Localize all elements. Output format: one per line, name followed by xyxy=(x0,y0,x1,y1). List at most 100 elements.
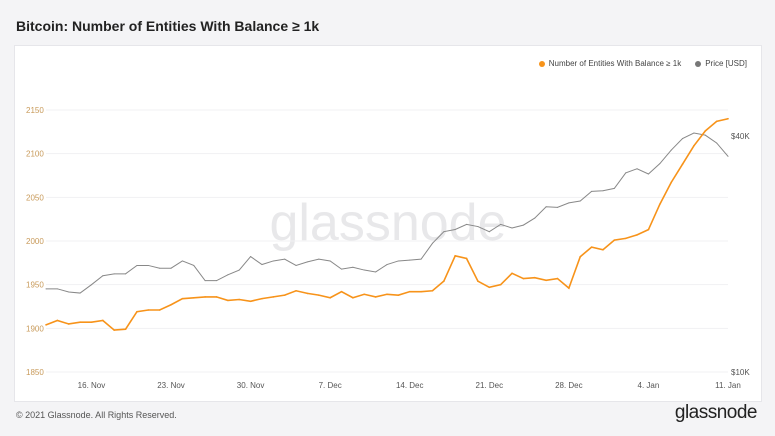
price-point xyxy=(488,231,490,233)
price-point xyxy=(68,291,70,293)
entities-point xyxy=(295,289,297,292)
entities-point xyxy=(79,321,81,324)
entities-point xyxy=(715,120,718,123)
price-point xyxy=(159,267,161,269)
price-point xyxy=(613,187,615,189)
entities-point xyxy=(454,255,457,257)
price-point xyxy=(329,260,331,262)
price-point xyxy=(363,269,365,271)
price-point xyxy=(511,227,513,229)
entities-point xyxy=(170,303,172,306)
price-point xyxy=(79,292,81,294)
price-point xyxy=(431,242,433,244)
entities-point xyxy=(386,293,388,296)
price-point xyxy=(113,273,115,275)
x-tick-label: 14. Dec xyxy=(396,381,424,390)
price-point xyxy=(568,202,570,204)
entities-point xyxy=(192,296,195,299)
y-tick-label: 2150 xyxy=(26,106,44,115)
price-point xyxy=(227,274,229,276)
x-tick-label: 11. Jan xyxy=(715,381,741,390)
entities-point xyxy=(670,181,672,184)
copyright: © 2021 Glassnode. All Rights Reserved. xyxy=(16,410,177,420)
price-point xyxy=(306,261,308,263)
price-point xyxy=(477,226,479,228)
legend-item-entities[interactable]: Number of Entities With Balance ≥ 1k xyxy=(538,59,682,68)
entities-point xyxy=(238,298,241,301)
price-point xyxy=(443,231,445,233)
price-point xyxy=(454,228,456,230)
glassnode-logo: glassnode xyxy=(674,402,758,423)
price-point xyxy=(216,280,217,282)
entities-point xyxy=(147,309,150,311)
price-point xyxy=(397,260,399,262)
y-tick-label: 2050 xyxy=(26,193,44,202)
chart-card xyxy=(14,45,762,402)
x-tick-label: 30. Nov xyxy=(237,381,265,390)
price-point xyxy=(375,271,377,273)
y-tick-label: 2000 xyxy=(26,237,44,246)
entities-point xyxy=(522,277,525,280)
price-point xyxy=(420,258,422,260)
price-point xyxy=(272,260,274,262)
price-point xyxy=(295,264,297,266)
y-right-tick-label: $10K xyxy=(731,368,750,377)
entities-point xyxy=(374,296,377,298)
price-point xyxy=(250,256,252,258)
price-point xyxy=(352,266,354,268)
price-point xyxy=(136,264,138,266)
entities-point xyxy=(545,279,547,282)
price-point xyxy=(341,268,343,270)
price-point xyxy=(727,155,729,157)
entities-point xyxy=(443,280,445,282)
entities-point xyxy=(511,272,513,275)
entities-point xyxy=(602,248,604,251)
price-point xyxy=(409,259,411,261)
entities-point xyxy=(249,300,252,303)
legend-label: Number of Entities With Balance ≥ 1k xyxy=(548,59,682,68)
entities-point xyxy=(283,294,286,296)
entities-point xyxy=(624,237,627,240)
price-point xyxy=(261,264,263,266)
price-point xyxy=(625,172,627,174)
x-tick-label: 7. Dec xyxy=(319,381,342,390)
price-point xyxy=(693,132,695,134)
price-point xyxy=(466,223,468,225)
entities-point xyxy=(306,292,309,295)
legend-label: Price [USD] xyxy=(705,59,747,68)
x-tick-label: 16. Nov xyxy=(78,381,106,390)
price-point xyxy=(602,190,604,192)
price-point xyxy=(181,260,183,262)
entities-point xyxy=(636,234,638,236)
price-point xyxy=(45,288,47,290)
price-point xyxy=(90,284,92,286)
price-point xyxy=(170,267,172,269)
entities-point xyxy=(397,294,400,296)
entities-point xyxy=(227,299,229,302)
legend: Number of Entities With Balance ≥ 1k Pri… xyxy=(538,59,747,68)
entities-point xyxy=(352,296,354,299)
price-point xyxy=(238,269,240,271)
entities-point xyxy=(113,329,115,331)
price-point xyxy=(682,138,684,140)
entities-point xyxy=(556,277,559,280)
price-point xyxy=(500,223,502,225)
entities-point xyxy=(704,130,707,132)
entities-point xyxy=(727,117,729,120)
entities-point xyxy=(568,287,570,289)
entities-point xyxy=(420,290,422,293)
entities-point xyxy=(488,286,491,289)
price-point xyxy=(557,206,558,208)
entities-point xyxy=(659,203,661,206)
entities-point xyxy=(590,246,593,248)
entities-point xyxy=(102,319,104,322)
entities-point xyxy=(158,309,161,311)
price-point xyxy=(147,264,149,266)
price-point xyxy=(125,273,127,275)
entities-point xyxy=(261,297,263,300)
price-point xyxy=(318,258,320,260)
x-tick-label: 21. Dec xyxy=(476,381,504,390)
legend-item-price[interactable]: Price [USD] xyxy=(695,59,747,68)
entities-point xyxy=(329,296,331,299)
